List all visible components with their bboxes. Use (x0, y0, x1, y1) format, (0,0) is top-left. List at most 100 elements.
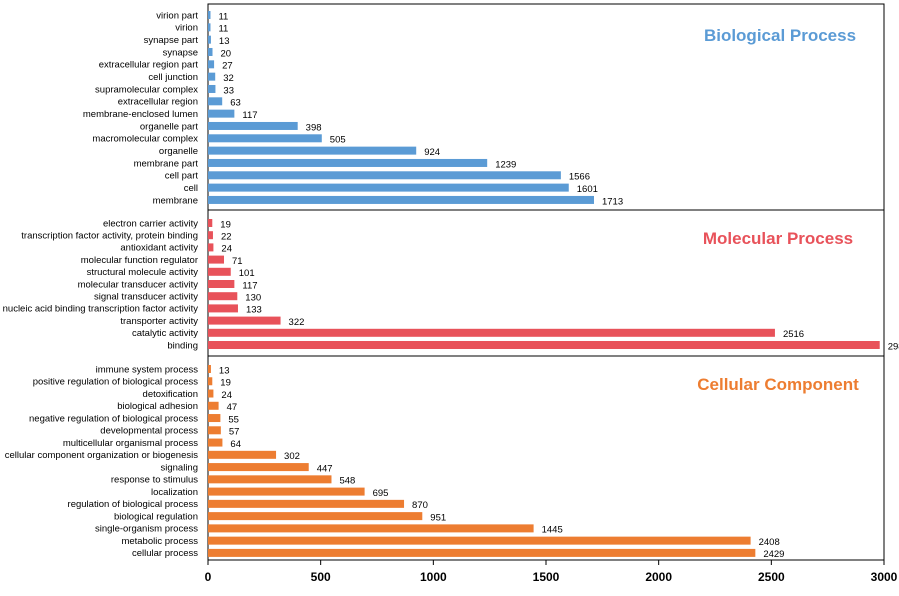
panel-title: Cellular Component (697, 375, 859, 394)
category-label: extracellular region (118, 97, 198, 108)
bar (208, 499, 405, 508)
value-label: 951 (430, 512, 446, 523)
value-label: 20 (221, 48, 232, 59)
category-label: biological regulation (114, 511, 198, 522)
category-label: extracellular region part (99, 60, 199, 71)
bar (208, 512, 423, 521)
x-tick-label: 500 (311, 570, 331, 584)
category-label: transporter activity (120, 316, 198, 327)
bar (208, 389, 214, 398)
bar (208, 255, 224, 264)
category-label: immune system process (96, 364, 199, 375)
category-label: transcription factor activity, protein b… (21, 231, 198, 242)
x-tick-label: 2500 (758, 570, 785, 584)
bar (208, 316, 281, 325)
x-tick-label: 1000 (420, 570, 447, 584)
bar (208, 401, 219, 410)
category-label: cellular component organization or bioge… (5, 450, 199, 461)
value-label: 2981 (888, 341, 899, 352)
category-label: catalytic activity (132, 328, 198, 339)
bar (208, 280, 235, 288)
bar (208, 47, 213, 56)
value-label: 71 (232, 256, 243, 267)
bar (208, 231, 213, 240)
category-label: positive regulation of biological proces… (33, 377, 199, 388)
bar (208, 243, 214, 252)
category-label: single-organism process (95, 524, 198, 535)
bar (208, 84, 216, 93)
category-label: localization (151, 487, 198, 498)
value-label: 13 (219, 365, 230, 376)
bar (208, 328, 775, 337)
category-label: membrane-enclosed lumen (83, 109, 198, 120)
category-label: membrane part (134, 158, 199, 169)
bar (208, 377, 213, 386)
category-label: cell (184, 183, 198, 194)
category-label: cell part (165, 171, 199, 182)
value-label: 11 (218, 24, 228, 35)
value-label: 33 (223, 85, 234, 96)
value-label: 19 (220, 378, 231, 389)
value-label: 133 (246, 305, 262, 316)
bar (208, 487, 365, 496)
category-label: developmental process (100, 426, 198, 437)
value-label: 24 (221, 390, 232, 401)
bar (208, 475, 332, 484)
bar (208, 171, 561, 180)
category-label: signaling (161, 462, 199, 473)
value-label: 19 (220, 219, 231, 230)
value-label: 64 (230, 439, 241, 450)
value-label: 1445 (542, 525, 563, 536)
value-label: 2408 (759, 537, 780, 548)
value-label: 447 (317, 463, 333, 474)
category-label: structural molecule activity (87, 267, 199, 278)
category-label: cell junction (148, 72, 198, 83)
value-label: 1713 (602, 196, 623, 207)
bar (208, 292, 238, 301)
value-label: 55 (228, 414, 239, 425)
bar (208, 183, 569, 192)
category-label: metabolic process (121, 536, 198, 547)
value-label: 302 (284, 451, 300, 462)
bar (208, 365, 211, 373)
bar (208, 121, 298, 130)
value-label: 11 (218, 11, 228, 22)
value-label: 117 (242, 110, 257, 121)
bar (208, 438, 223, 447)
category-label: detoxification (143, 389, 198, 400)
category-label: membrane (153, 195, 198, 206)
value-label: 57 (229, 427, 240, 438)
x-tick-label: 2000 (645, 570, 672, 584)
category-label: synapse (163, 47, 198, 58)
bar (208, 463, 309, 472)
bar (208, 536, 751, 545)
category-label: electron carrier activity (103, 218, 198, 229)
value-label: 695 (373, 488, 389, 499)
category-label: negative regulation of biological proces… (29, 413, 198, 424)
bar (208, 450, 277, 459)
value-label: 22 (221, 232, 232, 243)
panel-title: Biological Process (704, 26, 856, 45)
bar (208, 426, 221, 435)
value-label: 27 (222, 61, 233, 72)
category-label: virion (175, 23, 198, 34)
value-label: 1601 (577, 184, 598, 195)
category-label: organelle (159, 146, 198, 157)
x-tick-label: 3000 (871, 570, 898, 584)
bar (208, 524, 534, 533)
category-label: supramolecular complex (95, 84, 198, 95)
category-label: antioxidant activity (120, 243, 198, 254)
value-label: 32 (223, 73, 234, 84)
value-label: 101 (239, 268, 255, 279)
category-label: synapse part (144, 35, 199, 46)
value-label: 870 (412, 500, 428, 511)
category-label: regulation of biological process (68, 499, 199, 510)
value-label: 924 (424, 147, 440, 158)
bar (208, 195, 594, 204)
bar (208, 304, 238, 313)
bar (208, 414, 221, 423)
category-label: molecular transducer activity (78, 279, 199, 290)
x-tick-label: 0 (205, 570, 212, 584)
